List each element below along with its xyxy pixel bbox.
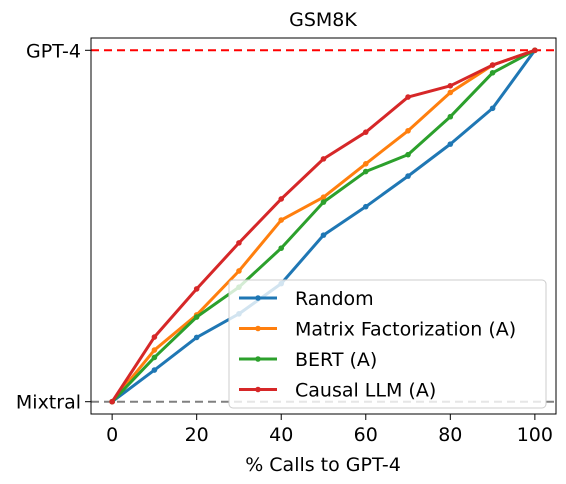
x-tick-label: 0 [106,424,118,446]
data-point-matrix-factorization-a [278,217,285,223]
data-point-bert-a [151,354,158,361]
x-tick-label: 60 [354,424,378,446]
plot-area [91,47,556,405]
plot-frame [90,37,557,415]
x-axis-label: % Calls to GPT-4 [245,454,401,476]
legend-marker-random [255,295,261,301]
data-point-causal-llm-a [447,82,454,89]
data-point-random [193,334,200,341]
data-point-causal-llm-a [362,129,369,135]
data-point-random [362,203,369,210]
data-point-bert-a [362,168,369,175]
data-point-causal-llm-a [405,94,411,100]
data-point-causal-llm-a [278,196,285,202]
x-tick-label: 20 [185,424,209,446]
chart-title: GSM8K [289,9,357,31]
data-point-matrix-factorization-a [447,89,454,96]
data-point-matrix-factorization-a [320,194,327,200]
data-point-bert-a [278,245,285,251]
legend-box [228,279,547,409]
legend-label-random: Random [295,288,374,310]
data-point-bert-a [320,199,327,205]
data-point-causal-llm-a [236,240,242,246]
y-tick-label: Mixtral [16,392,81,414]
x-tick-label: 40 [269,424,293,446]
x-tick-label: 80 [438,424,462,446]
data-point-random [447,141,454,147]
x-axis: 0 20 40 60 80 100 [106,414,553,446]
data-point-causal-llm-a [193,286,200,292]
data-point-bert-a [447,113,454,120]
data-point-random [405,173,411,179]
y-tick-label: GPT-4 [26,40,81,62]
legend: Random Matrix Factorization (A) BERT (A) Ca… [228,279,547,409]
data-point-bert-a [193,314,200,320]
data-point-matrix-factorization-a [362,161,369,167]
data-point-causal-llm-a [532,47,538,54]
legend-marker-matrix-factorization-a [255,325,261,332]
data-point-random [151,367,158,373]
data-point-bert-a [489,69,496,76]
data-point-causal-llm-a [489,62,496,68]
data-point-causal-llm-a [151,334,158,340]
y-axis: GPT-4 Mixtral [16,40,91,414]
legend-label-bert-a: BERT (A) [295,349,377,371]
legend-marker-bert-a [255,356,261,362]
data-point-matrix-factorization-a [151,347,158,353]
data-point-causal-llm-a [109,398,115,405]
data-point-random [320,232,327,238]
data-point-causal-llm-a [320,156,327,162]
data-point-matrix-factorization-a [405,127,411,134]
legend-label-matrix-factorization-a: Matrix Factorization (A) [295,319,516,341]
legend-label-causal-llm-a: Causal LLM (A) [295,380,436,402]
x-tick-label: 100 [517,424,553,446]
data-point-bert-a [405,151,411,158]
data-point-random [489,105,496,112]
data-point-matrix-factorization-a [236,268,242,274]
legend-marker-causal-llm-a [255,386,261,393]
